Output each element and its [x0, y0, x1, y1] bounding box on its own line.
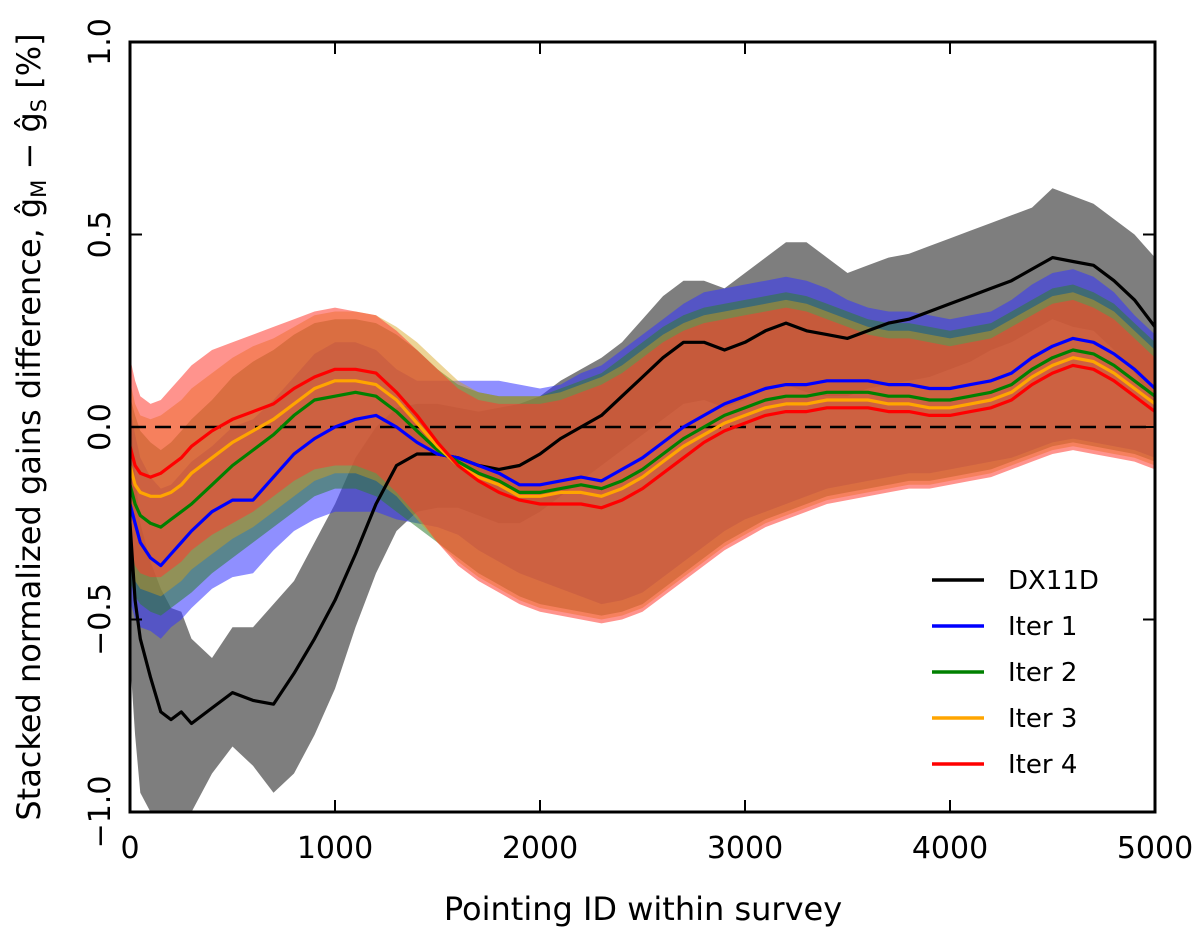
legend: DX11D Iter 1 Iter 2 Iter 3 Iter 4: [932, 566, 1099, 780]
y-tick-label: −1.0: [83, 776, 118, 849]
axes: 0 1000 2000 3000 4000 5000 −1.0 −0.5 0.0 0.5 1.0: [83, 18, 1193, 866]
line-iter-3: [130, 356, 1155, 498]
x-tick-label: 2000: [502, 831, 578, 866]
y-axis-label-sub-m: M: [27, 180, 51, 198]
y-axis-label-g-m: ĝ: [10, 198, 48, 218]
x-axis-label: Pointing ID within survey: [444, 890, 842, 928]
line-dx11d: [130, 256, 1155, 726]
y-axis-label-sub-s: S: [27, 99, 51, 112]
line-iter-1: [130, 336, 1155, 568]
legend-label: Iter 2: [1008, 658, 1077, 688]
x-tick-label: 4000: [912, 831, 988, 866]
y-tick-label: 0.5: [83, 211, 118, 259]
y-axis-label: Stacked normalized gains difference, ĝM …: [10, 33, 51, 820]
line-iter-2: [130, 348, 1155, 529]
y-tick-label: 0.0: [83, 403, 118, 451]
legend-label: Iter 4: [1008, 750, 1077, 780]
x-tick-label: 0: [120, 831, 139, 866]
series-lines: [130, 256, 1155, 726]
y-axis-label-minus: −: [10, 133, 48, 180]
y-tick-label: −0.5: [83, 583, 118, 656]
y-axis-label-main: Stacked normalized gains difference,: [10, 218, 48, 821]
y-axis-label-g-s: ĝ: [10, 112, 48, 132]
x-tick-label: 5000: [1117, 831, 1193, 866]
y-axis-label-unit: [%]: [10, 33, 48, 99]
x-tick-label: 3000: [707, 831, 783, 866]
y-tick-label: 1.0: [83, 18, 118, 66]
legend-label: DX11D: [1008, 566, 1099, 596]
legend-label: Iter 3: [1008, 704, 1077, 734]
legend-label: Iter 1: [1008, 612, 1077, 642]
line-iter-4: [130, 363, 1155, 510]
x-tick-label: 1000: [297, 831, 373, 866]
